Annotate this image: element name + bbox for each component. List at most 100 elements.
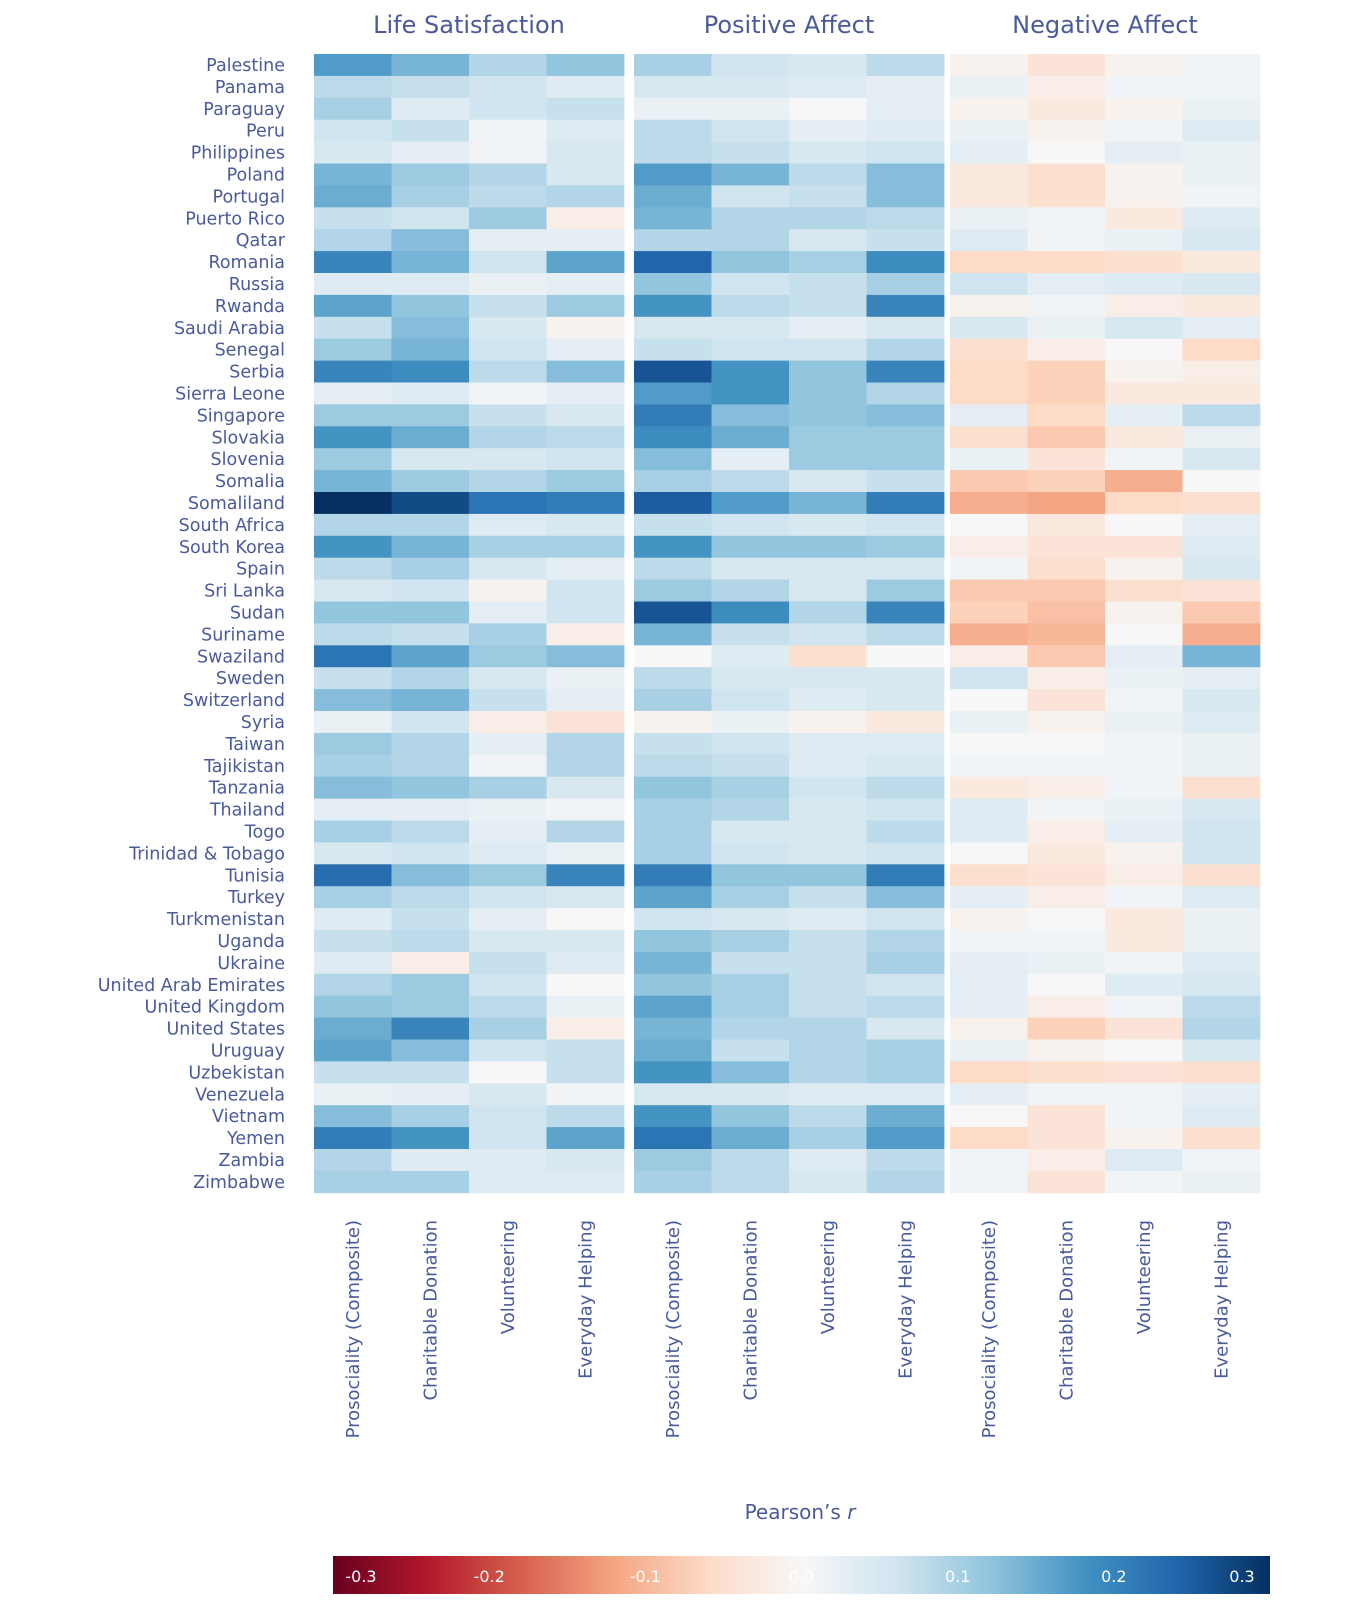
column-label: Volunteering bbox=[498, 1220, 519, 1334]
heatmap-cell bbox=[866, 820, 945, 843]
heatmap-cell bbox=[1182, 1061, 1261, 1084]
row-label: South Africa bbox=[179, 516, 285, 536]
heatmap-cell bbox=[950, 1170, 1028, 1194]
heatmap-cell bbox=[711, 251, 790, 274]
heatmap-cell bbox=[950, 1017, 1028, 1040]
row-label: South Korea bbox=[179, 538, 285, 558]
heatmap-cell bbox=[1182, 448, 1261, 471]
heatmap-cell bbox=[711, 97, 790, 121]
row-label: Sudan bbox=[230, 603, 285, 623]
heatmap-cell bbox=[314, 864, 392, 887]
heatmap-cell bbox=[950, 404, 1028, 427]
heatmap-cell bbox=[314, 382, 392, 405]
heatmap-cell bbox=[546, 973, 625, 997]
heatmap-cell bbox=[711, 711, 790, 734]
heatmap-cell bbox=[634, 207, 712, 230]
heatmap-cell bbox=[546, 601, 625, 624]
heatmap-cell bbox=[1105, 316, 1183, 340]
heatmap-cell bbox=[1027, 1039, 1106, 1062]
heatmap-cell bbox=[1027, 316, 1106, 340]
heatmap-cell bbox=[314, 448, 392, 471]
row-label: Peru bbox=[246, 122, 285, 142]
heatmap-cell bbox=[866, 535, 945, 559]
heatmap-cell bbox=[866, 711, 945, 734]
heatmap-cell bbox=[1182, 973, 1261, 997]
heatmap-cell bbox=[866, 1061, 945, 1084]
heatmap-cell bbox=[1105, 579, 1183, 602]
heatmap-cell bbox=[866, 163, 945, 186]
heatmap-cell bbox=[546, 404, 625, 427]
heatmap-cell bbox=[546, 798, 625, 821]
heatmap-cell bbox=[1027, 1149, 1106, 1172]
heatmap-cell bbox=[469, 864, 547, 887]
heatmap-cell bbox=[1105, 645, 1183, 668]
heatmap-cell bbox=[546, 251, 625, 274]
panel-titles: Life Satisfaction Positive Affect Negative… bbox=[373, 11, 1198, 39]
column-label: Charitable Donation bbox=[420, 1220, 441, 1401]
row-label: Uzbekistan bbox=[188, 1063, 285, 1083]
heatmap-cell bbox=[634, 667, 712, 690]
heatmap-cell bbox=[1182, 360, 1261, 383]
heatmap-cell bbox=[866, 294, 945, 318]
heatmap-cell bbox=[391, 316, 470, 340]
heatmap-cell bbox=[789, 930, 867, 953]
heatmap-cell bbox=[866, 229, 945, 252]
heatmap-cell bbox=[711, 185, 790, 208]
heatmap-cell bbox=[711, 382, 790, 405]
heatmap-cell bbox=[391, 579, 470, 602]
heatmap-cell bbox=[1105, 1083, 1183, 1106]
heatmap-cell bbox=[391, 1017, 470, 1040]
row-label: Rwanda bbox=[215, 297, 285, 317]
row-label: Turkmenistan bbox=[166, 910, 285, 930]
heatmap-cell bbox=[711, 229, 790, 252]
heatmap-cell bbox=[789, 294, 867, 318]
column-label: Prosociality (Composite) bbox=[663, 1220, 684, 1438]
heatmap-cell bbox=[546, 886, 625, 909]
row-label: Syria bbox=[241, 713, 285, 733]
heatmap-cell bbox=[866, 470, 945, 493]
row-label: Trinidad & Tobago bbox=[128, 844, 285, 864]
heatmap-cell bbox=[391, 973, 470, 997]
heatmap-cell bbox=[1182, 886, 1261, 909]
heatmap-cell bbox=[711, 908, 790, 931]
heatmap-cell bbox=[950, 513, 1028, 537]
heatmap-cell bbox=[469, 1083, 547, 1106]
heatmap-cell bbox=[1027, 119, 1106, 142]
heatmap-cell bbox=[314, 711, 392, 734]
row-label: Portugal bbox=[213, 187, 285, 207]
colorbar-tick-label: 0.2 bbox=[1101, 1567, 1126, 1586]
heatmap-cell bbox=[1182, 97, 1261, 121]
heatmap-cell bbox=[391, 448, 470, 471]
heatmap-cell bbox=[711, 294, 790, 318]
heatmap-cell bbox=[1027, 448, 1106, 471]
heatmap-cell bbox=[391, 207, 470, 230]
heatmap-cell bbox=[866, 557, 945, 580]
row-label: Russia bbox=[229, 275, 285, 295]
heatmap-cell bbox=[866, 1149, 945, 1172]
heatmap-cell bbox=[1027, 732, 1106, 756]
heatmap-cell bbox=[1182, 316, 1261, 340]
heatmap-cell bbox=[314, 973, 392, 997]
heatmap-cell bbox=[634, 360, 712, 383]
heatmap-cell bbox=[546, 535, 625, 559]
heatmap-cell bbox=[1182, 1127, 1261, 1150]
colorbar-tick-label: -0.3 bbox=[345, 1567, 376, 1586]
heatmap-cell bbox=[1182, 689, 1261, 712]
heatmap-cell bbox=[1027, 1170, 1106, 1194]
heatmap-cell bbox=[950, 316, 1028, 340]
heatmap-cell bbox=[314, 776, 392, 799]
heatmap-cell bbox=[866, 316, 945, 340]
heatmap-cell bbox=[1182, 141, 1261, 164]
heatmap-cell bbox=[546, 294, 625, 318]
heatmap-cell bbox=[391, 1039, 470, 1062]
heatmap-cell bbox=[1027, 711, 1106, 734]
heatmap-cell bbox=[1182, 251, 1261, 274]
row-label: Zimbabwe bbox=[193, 1173, 285, 1193]
heatmap-cell bbox=[789, 163, 867, 186]
heatmap-cell bbox=[314, 798, 392, 821]
heatmap-cell bbox=[634, 382, 712, 405]
heatmap-cell bbox=[1105, 273, 1183, 296]
heatmap-cell bbox=[634, 119, 712, 142]
heatmap-cell bbox=[866, 1127, 945, 1150]
heatmap-cell bbox=[866, 404, 945, 427]
